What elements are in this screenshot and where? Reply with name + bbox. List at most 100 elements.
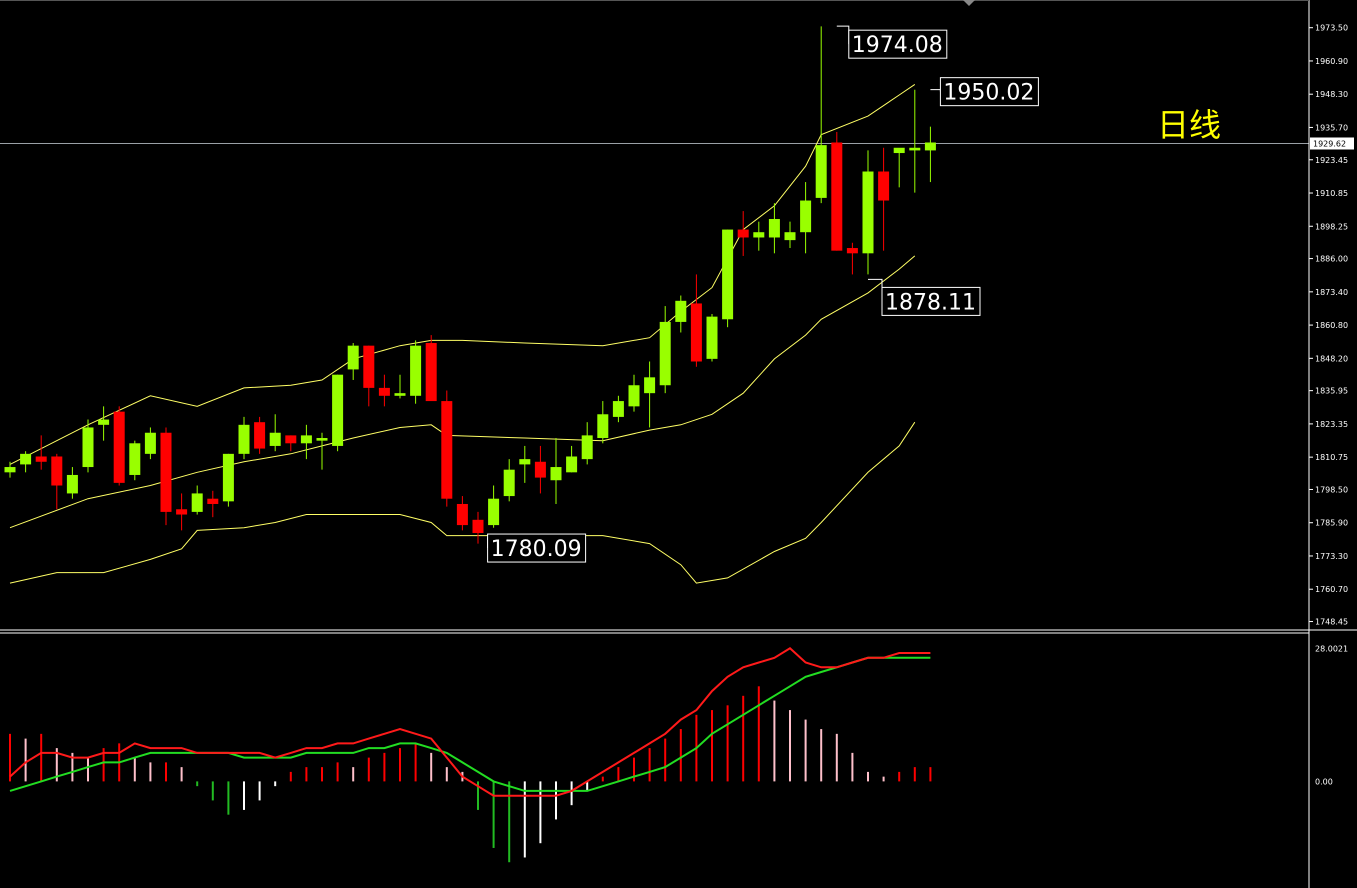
shift-marker-icon bbox=[963, 0, 975, 6]
macd-histogram-bar bbox=[165, 762, 167, 782]
callout-box bbox=[848, 29, 948, 59]
bullish-candle bbox=[332, 374, 344, 446]
bullish-candle bbox=[675, 300, 687, 322]
macd-histogram-bar bbox=[445, 767, 448, 782]
bullish-candle bbox=[893, 147, 905, 154]
bullish-candle bbox=[768, 219, 780, 238]
macd-tick-label: 0.00 bbox=[1315, 777, 1333, 786]
bearish-candle bbox=[285, 435, 297, 444]
macd-signal-line bbox=[9, 656, 931, 792]
bullish-candle bbox=[129, 443, 141, 475]
macd-histogram-bar bbox=[711, 710, 713, 782]
price-tick-label: 1886.00 bbox=[1315, 255, 1348, 264]
bearish-candle bbox=[878, 171, 890, 201]
bullish-candle bbox=[784, 232, 796, 241]
bullish-candle bbox=[144, 432, 156, 454]
bearish-candle bbox=[160, 432, 172, 512]
macd-histogram-bar bbox=[71, 752, 74, 782]
macd-histogram-bar bbox=[55, 748, 58, 782]
bullish-candle bbox=[644, 377, 656, 394]
bullish-candle bbox=[316, 438, 328, 441]
price-tick-label: 1948.30 bbox=[1315, 90, 1348, 99]
macd-histogram-bar bbox=[227, 781, 230, 815]
callout-value: 1950.02 bbox=[943, 81, 1034, 106]
macd-histogram-bar bbox=[882, 776, 885, 782]
macd-histogram-bar bbox=[804, 719, 807, 782]
macd-histogram-bar bbox=[399, 748, 401, 782]
price-tick-label: 1910.85 bbox=[1315, 189, 1348, 198]
bearish-candle bbox=[534, 461, 546, 478]
price-tick-label: 1923.45 bbox=[1315, 156, 1348, 165]
bullish-candle bbox=[659, 321, 671, 386]
price-tick-label: 1785.90 bbox=[1315, 519, 1348, 528]
macd-histogram-bar bbox=[539, 781, 542, 844]
bollinger-upper-band bbox=[9, 83, 916, 465]
price-tick-label: 1848.20 bbox=[1315, 354, 1348, 363]
bullish-candle bbox=[800, 200, 812, 233]
bullish-candle bbox=[191, 493, 203, 512]
macd-histogram-bar bbox=[570, 781, 573, 806]
callout-box bbox=[881, 286, 981, 316]
bearish-candle bbox=[472, 519, 484, 534]
callout-box bbox=[939, 77, 1039, 107]
macd-histogram-bar bbox=[180, 767, 183, 782]
bearish-candle bbox=[35, 456, 47, 462]
callout-box bbox=[487, 533, 587, 563]
macd-histogram-bar bbox=[211, 781, 214, 801]
macd-histogram-bar bbox=[726, 705, 729, 782]
bullish-candle bbox=[66, 474, 78, 494]
bullish-candle bbox=[503, 469, 515, 497]
bullish-candle bbox=[98, 419, 110, 425]
bearish-candle bbox=[441, 401, 453, 499]
bearish-candle bbox=[831, 142, 843, 251]
timeframe-label: 日线 bbox=[1157, 106, 1221, 144]
macd-histogram-bar bbox=[492, 781, 495, 848]
bullish-candle bbox=[924, 142, 936, 151]
price-tick-label: 1748.45 bbox=[1315, 618, 1348, 627]
bearish-candle bbox=[113, 411, 125, 483]
macd-histogram-bar bbox=[586, 781, 589, 791]
bullish-candle bbox=[581, 435, 593, 460]
bullish-candle bbox=[753, 232, 765, 238]
macd-histogram-bar bbox=[289, 771, 292, 782]
price-tick-label: 1798.50 bbox=[1315, 485, 1348, 494]
current-price-box bbox=[1310, 137, 1354, 150]
bullish-candle bbox=[566, 456, 578, 473]
price-tick-label: 1773.30 bbox=[1315, 552, 1348, 561]
macd-histogram-bar bbox=[773, 700, 776, 782]
bullish-candle bbox=[410, 345, 422, 396]
macd-histogram-bar bbox=[820, 729, 823, 782]
price-tick-label: 1810.75 bbox=[1315, 453, 1348, 462]
macd-histogram-bar bbox=[336, 762, 339, 782]
macd-histogram-bar bbox=[414, 743, 417, 782]
macd-histogram-bar bbox=[9, 733, 11, 782]
price-tick-label: 1860.80 bbox=[1315, 321, 1348, 330]
bullish-candle bbox=[862, 171, 874, 254]
macd-histogram-bar bbox=[555, 781, 557, 820]
bullish-candle bbox=[300, 435, 312, 444]
macd-tick-label: 28.0021 bbox=[1315, 644, 1348, 653]
bearish-candle bbox=[363, 345, 375, 388]
current-price-label: 1929.62 bbox=[1313, 139, 1346, 148]
price-tick-label: 1835.95 bbox=[1315, 387, 1348, 396]
price-tick-label: 1873.40 bbox=[1315, 288, 1348, 297]
macd-histogram-bar bbox=[929, 767, 932, 782]
macd-histogram-bar bbox=[742, 695, 745, 782]
macd-histogram-bar bbox=[835, 733, 838, 782]
macd-histogram-bar bbox=[633, 757, 635, 782]
macd-histogram-bar bbox=[243, 781, 245, 810]
macd-histogram-bar bbox=[305, 767, 308, 782]
bullish-candle bbox=[550, 467, 562, 481]
bearish-candle bbox=[737, 229, 749, 238]
bearish-candle bbox=[690, 303, 702, 362]
bullish-candle bbox=[222, 453, 234, 502]
macd-histogram-bar bbox=[523, 781, 526, 858]
callout-value: 1878.11 bbox=[885, 290, 976, 315]
bullish-candle bbox=[706, 316, 718, 359]
macd-histogram-bar bbox=[617, 767, 620, 782]
macd-histogram-bar bbox=[851, 752, 854, 782]
macd-histogram-bar bbox=[196, 781, 199, 787]
macd-histogram-bar bbox=[367, 757, 370, 782]
